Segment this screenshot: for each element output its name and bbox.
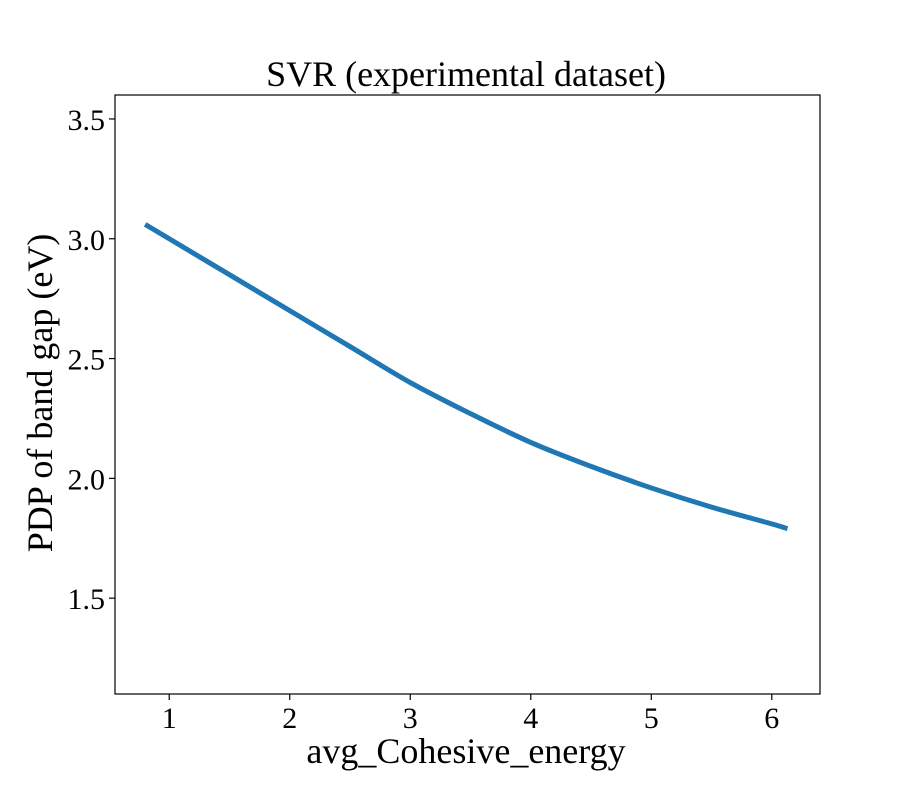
y-tick-label: 2.5 [68,344,106,377]
x-tick-label: 2 [282,702,297,735]
x-axis-label: avg_Cohesive_energy [306,731,625,771]
x-axis-ticks: 1 2 3 4 5 6 [162,694,779,735]
series-group [143,222,789,532]
x-tick-label: 6 [764,702,779,735]
y-axis-label: PDP of band gap (eV) [20,234,60,553]
y-tick-label: 3.0 [68,224,106,257]
y-axis-ticks: 1.5 2.0 2.5 3.0 3.5 [68,104,115,616]
x-tick-label: 4 [523,702,538,735]
x-tick-label: 3 [403,702,418,735]
y-tick-label: 3.5 [68,104,106,137]
y-tick-label: 2.0 [68,463,106,496]
y-tick-label: 1.5 [68,583,106,616]
x-tick-label: 1 [162,702,177,735]
x-tick-label: 5 [644,702,659,735]
axes-frame [114,94,821,695]
series-line-0 [143,222,789,532]
chart-title: SVR (experimental dataset) [266,54,666,94]
